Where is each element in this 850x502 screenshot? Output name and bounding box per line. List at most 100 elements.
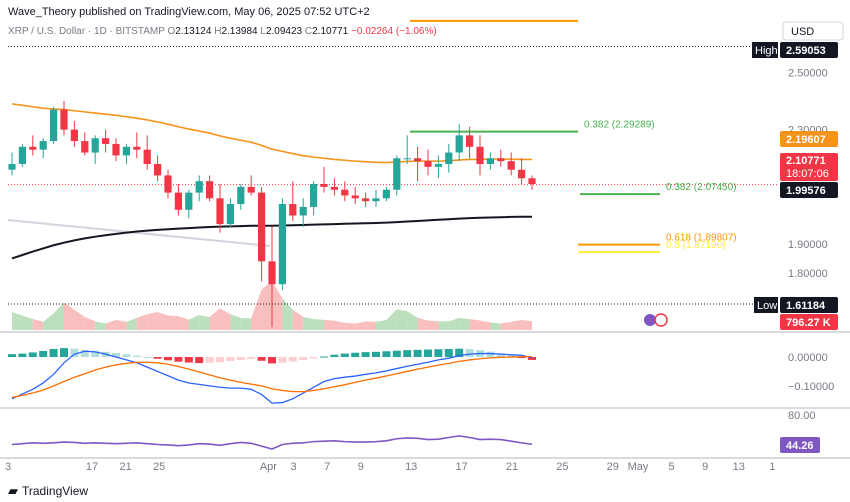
macd-y-tick-label: 0.00000 (788, 352, 828, 364)
macd-histogram-bar (18, 353, 27, 358)
macd-histogram-bar (70, 348, 79, 358)
volume-area-segment (178, 316, 189, 330)
macd-histogram-bar (8, 354, 16, 358)
volume-area-segment (282, 298, 293, 330)
ema200-value-badge-box (780, 182, 838, 198)
volume-area-segment (272, 280, 283, 330)
volume-area-segment (521, 319, 532, 330)
candle-body (528, 178, 536, 185)
volume-area-segment (12, 312, 23, 330)
macd-histogram-bar (496, 353, 505, 358)
macd-histogram-bar (299, 357, 308, 360)
low-tag-box (754, 297, 778, 313)
volume-area-segment (147, 312, 158, 330)
candle-body (122, 146, 130, 156)
price-y-tick-label: 1.80000 (788, 268, 828, 280)
macd-histogram-bar (164, 357, 172, 361)
macd-histogram-bar (132, 355, 141, 358)
candle-body (143, 149, 151, 164)
price-y-tick-label: 2.50000 (788, 67, 828, 79)
macd-histogram-bar (455, 348, 464, 358)
volume-area-segment (313, 319, 324, 330)
volume-area-segment (261, 280, 272, 330)
volume-area-segment (344, 322, 356, 330)
fib-level-label: 0.382 (2.29289) (584, 120, 655, 131)
candle-body (185, 192, 193, 210)
macd-histogram-bar (351, 352, 360, 358)
candle-body (476, 146, 484, 164)
gray-trendline (7, 219, 271, 247)
fib-level-label: 0.382 (2.07450) (666, 182, 737, 193)
volume-value-badge-text: 796.27 K (786, 317, 831, 329)
candle-body (372, 198, 380, 202)
candle-body (445, 152, 453, 164)
x-tick-label: 7 (324, 461, 330, 473)
fib-level-label: 0.5 (1.87190) (666, 240, 726, 251)
candle-body (351, 195, 359, 199)
volume-area-segment (365, 321, 376, 330)
candle-body (174, 192, 182, 210)
candle-body (310, 184, 318, 207)
volume-area-segment (376, 319, 387, 330)
candle-body (497, 158, 505, 162)
volume-area-segment (136, 314, 148, 330)
brand-name: TradingView (22, 484, 89, 498)
macd-histogram-bar (226, 357, 235, 362)
low-label: L (260, 26, 266, 37)
ema200-value-badge-text: 1.99576 (786, 185, 826, 197)
candle-body (39, 141, 47, 150)
macd-histogram-bar (486, 351, 495, 358)
candle-body (320, 184, 328, 187)
ema50-value-badge-box (780, 131, 838, 147)
candle-body (226, 204, 234, 225)
volume-area-segment (43, 313, 54, 330)
candle-body (299, 206, 307, 216)
candle-body (8, 163, 16, 170)
high-label: H (214, 26, 222, 37)
volume-area-segment (95, 321, 106, 330)
x-tick-label: 3 (5, 461, 11, 473)
volume-area-segment (32, 319, 44, 330)
candle-body (112, 143, 120, 156)
macd-histogram-bar (330, 354, 339, 358)
publisher-line: Wave_Theory published on TradingView.com… (8, 6, 370, 18)
ema50-value-badge-text: 2.19607 (786, 134, 826, 146)
candle-body (518, 169, 526, 179)
macd-histogram-bar (392, 350, 401, 358)
volume-area-segment (355, 321, 366, 330)
candle-body (393, 158, 401, 190)
close-label: C (304, 26, 313, 37)
x-tick-label: 9 (702, 461, 708, 473)
x-tick-label: 3 (291, 461, 297, 473)
candle-body (382, 189, 390, 199)
low-value-badge-text: 1.61184 (786, 300, 826, 312)
volume-area-segment (292, 309, 304, 330)
candle-body (247, 186, 255, 193)
candle-body (278, 204, 286, 285)
high-tag-box (752, 42, 778, 58)
volume-area-segment (459, 317, 470, 330)
candle-body (216, 198, 224, 225)
high-value: 2.13984 (221, 26, 258, 37)
macd-histogram-bar (528, 357, 536, 360)
candle-body (164, 175, 172, 193)
tradingview-brand[interactable]: ▰ TradingView (8, 483, 88, 499)
macd-histogram-bar (444, 348, 453, 358)
candle-body (206, 181, 214, 199)
macd-histogram-bar (288, 357, 297, 362)
macd-histogram-bar (49, 348, 58, 358)
candle-body (154, 163, 162, 176)
currency-button-box (782, 21, 844, 41)
volume-area-segment (157, 312, 168, 330)
volume-area-segment (469, 319, 480, 330)
symbol-pair[interactable]: XRP / U.S. Dollar · 1D · BITSTAMP (8, 26, 165, 37)
x-tick-label: 21 (506, 461, 518, 473)
macd-histogram-bar (361, 352, 370, 358)
macd-histogram-bar (517, 357, 526, 359)
candle-body (434, 163, 442, 167)
currency-button-label: USD (791, 26, 814, 38)
candle-body (91, 138, 99, 153)
open-value: 2.13124 (175, 26, 212, 37)
